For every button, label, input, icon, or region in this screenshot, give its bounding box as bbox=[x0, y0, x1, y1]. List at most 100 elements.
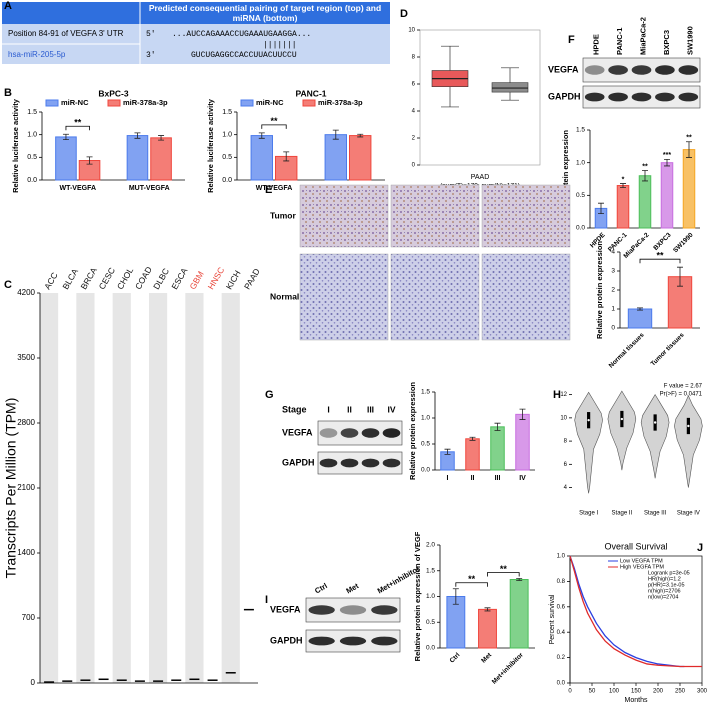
blot-band bbox=[308, 605, 335, 615]
blot-band bbox=[371, 605, 398, 615]
error-bar bbox=[357, 133, 364, 138]
histology-image bbox=[390, 184, 480, 248]
panel-letter: B bbox=[4, 87, 12, 99]
chart-title: PANC-1 bbox=[295, 88, 326, 98]
error-bar bbox=[664, 159, 670, 167]
x-tick-label: 0 bbox=[568, 689, 572, 695]
bar bbox=[638, 175, 652, 229]
violin bbox=[574, 391, 603, 494]
annotation: F value = 2.67 bbox=[664, 384, 703, 390]
row-label: Normal bbox=[270, 291, 299, 301]
row-label: GAPDH bbox=[548, 91, 581, 101]
blot-band bbox=[308, 636, 335, 646]
category-label: COAD bbox=[133, 265, 154, 291]
y-tick-label: 1.5 bbox=[576, 127, 585, 134]
y-axis-label: Transcripts Per Million (TPM) bbox=[3, 398, 19, 579]
y-tick-label: 2800 bbox=[17, 418, 35, 427]
histology-image bbox=[481, 253, 571, 341]
survival-curve bbox=[569, 555, 685, 668]
median-dot bbox=[587, 418, 590, 422]
panel-letter: H bbox=[553, 389, 561, 401]
bar bbox=[478, 608, 497, 649]
y-tick-label: 3 bbox=[611, 268, 615, 275]
violin bbox=[607, 390, 637, 471]
y-tick-label: 2 bbox=[611, 287, 615, 294]
category-label: DLBC bbox=[151, 266, 171, 291]
error-bar bbox=[258, 132, 265, 139]
annotation: n(high)=2706 bbox=[648, 588, 681, 594]
category-label: PAAD bbox=[242, 267, 262, 292]
error-bar bbox=[494, 422, 501, 431]
y-tick-label: 2.0 bbox=[426, 542, 435, 549]
x-tick-label: Stage I bbox=[579, 511, 598, 517]
y-tick-label: 4 bbox=[564, 485, 568, 491]
y-tick-label: 12 bbox=[560, 392, 567, 398]
category-label: HNSC bbox=[206, 265, 227, 291]
y-axis-label: Relative protein expression of VEGF bbox=[413, 531, 422, 661]
plot-frame bbox=[419, 29, 541, 166]
y-tick-label: 0.5 bbox=[421, 441, 430, 448]
error-bar bbox=[642, 170, 648, 182]
row-label: VEGFA bbox=[548, 64, 579, 74]
y-tick-label: 1400 bbox=[17, 548, 35, 557]
y-axis-label: Relative luciferase activity bbox=[11, 98, 20, 193]
legend-swatch bbox=[302, 99, 316, 107]
y-tick-label: 0.5 bbox=[222, 154, 232, 161]
bar bbox=[682, 149, 696, 229]
x-tick-label: II bbox=[471, 475, 475, 482]
x-tick-label: 150 bbox=[631, 689, 642, 695]
legend-swatch bbox=[45, 99, 59, 107]
y-tick-label: 0.0 bbox=[222, 177, 232, 184]
mirna-sequence: GUCUGAGGCCACCUUACUUCCU bbox=[191, 51, 297, 60]
lane-label: Met bbox=[344, 581, 360, 596]
blot-band bbox=[319, 428, 338, 438]
blot-band bbox=[631, 92, 652, 102]
y-tick-label: 700 bbox=[22, 613, 36, 622]
target-sequence: ...AUCCAGAAACCUGAAAUGAAGGA... bbox=[172, 30, 311, 39]
category-label: CESC bbox=[97, 266, 117, 291]
y-axis-label: Relative protein expression bbox=[561, 130, 570, 228]
panel-letter: A bbox=[4, 0, 12, 12]
blot-band bbox=[678, 92, 699, 102]
blot-band bbox=[319, 458, 338, 468]
category-label: KICH bbox=[224, 269, 243, 292]
legend-label: miR-378a-3p bbox=[318, 98, 363, 107]
violin bbox=[674, 395, 703, 488]
y-tick-label: 0 bbox=[611, 325, 615, 332]
panel-letter: J bbox=[697, 542, 703, 554]
panel-letter: D bbox=[400, 8, 408, 20]
lane-label: II bbox=[347, 404, 352, 414]
bar bbox=[465, 438, 480, 471]
bar bbox=[150, 137, 172, 181]
blot-band bbox=[584, 65, 605, 75]
x-axis-sublabel: (num(T)=179; num(N)=171) bbox=[440, 183, 520, 190]
column-band bbox=[221, 293, 240, 683]
error-bar bbox=[637, 307, 643, 311]
column-band bbox=[185, 293, 204, 683]
y-tick-label: 10 bbox=[560, 415, 567, 421]
y-tick-label: 0.2 bbox=[557, 655, 566, 661]
column-band bbox=[76, 293, 95, 683]
y-tick-label: 0.8 bbox=[557, 579, 566, 585]
significance-label: ** bbox=[468, 574, 476, 584]
error-bar bbox=[516, 578, 523, 581]
y-axis-label: Relative protein expression bbox=[408, 382, 417, 480]
significance-label: ** bbox=[270, 116, 278, 126]
y-tick-label: 6 bbox=[564, 462, 568, 468]
blot-band bbox=[584, 92, 605, 102]
table-header: Predicted consequential pairing of targe… bbox=[148, 3, 382, 23]
x-tick-label: 50 bbox=[589, 689, 596, 695]
x-tick-label: WT-VEGFA bbox=[256, 185, 293, 192]
y-tick-label: 0.0 bbox=[557, 681, 566, 687]
mirna-label: hsa-miR-205-5p bbox=[8, 50, 66, 59]
x-tick-label: Met bbox=[480, 651, 493, 664]
category-label: ACC bbox=[42, 271, 60, 292]
lane-label: Ctrl bbox=[313, 581, 329, 595]
y-axis-label: Relative luciferase activity bbox=[206, 98, 215, 193]
legend-swatch bbox=[240, 99, 254, 107]
y-tick-label: 0 bbox=[412, 163, 416, 169]
error-bar bbox=[452, 588, 459, 605]
blot-band bbox=[361, 428, 380, 438]
panel-letter: G bbox=[265, 389, 274, 401]
